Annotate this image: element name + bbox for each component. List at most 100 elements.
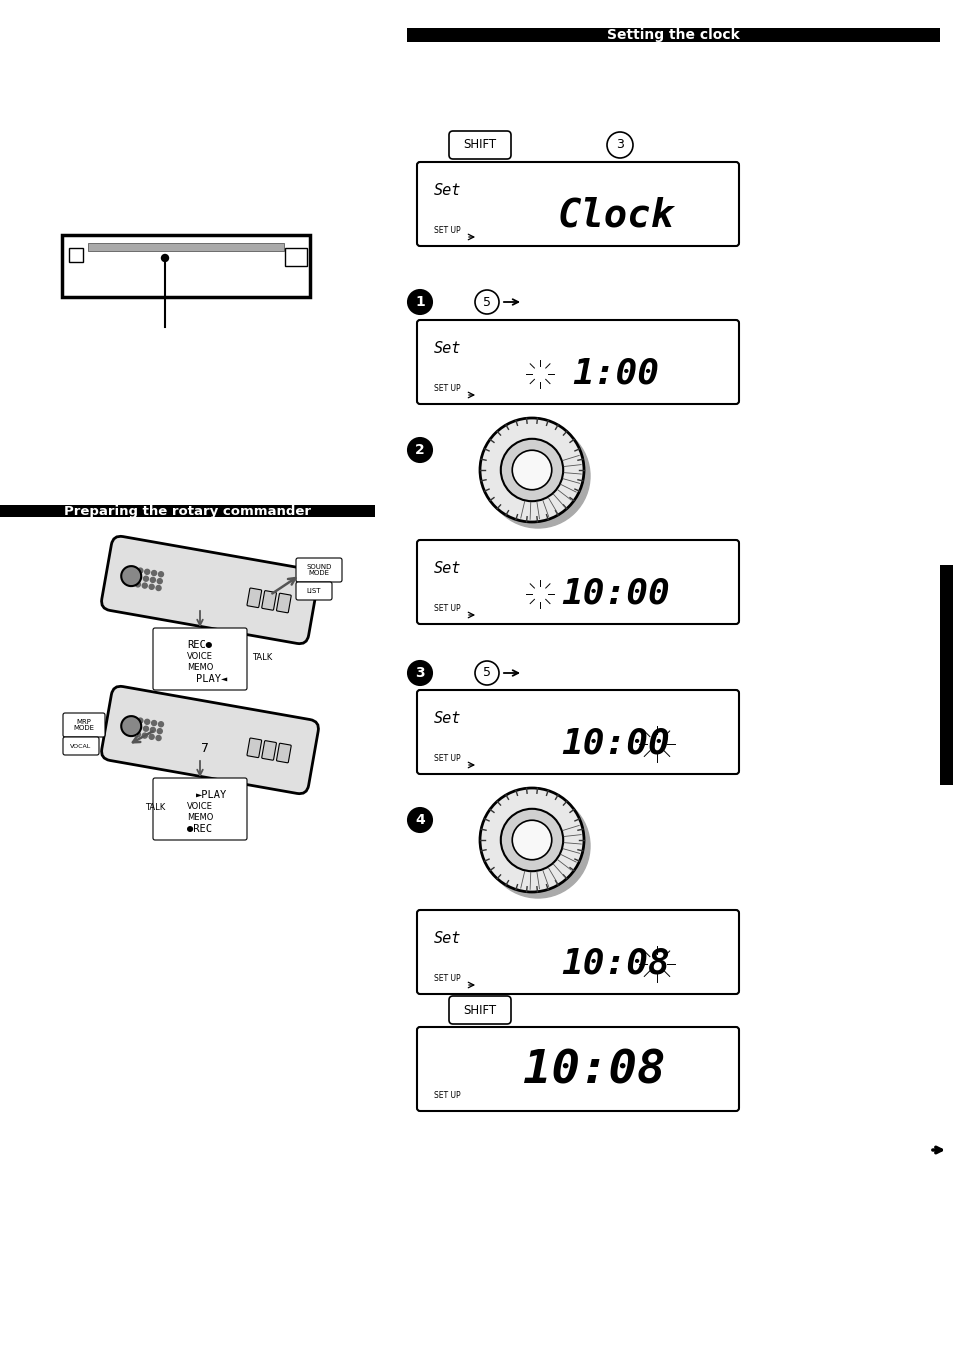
Text: Set: Set (434, 341, 461, 356)
Text: TALK: TALK (252, 653, 272, 662)
Bar (88, 243, 284, 251)
FancyBboxPatch shape (63, 737, 99, 754)
Circle shape (143, 576, 149, 581)
Text: 3: 3 (616, 138, 623, 151)
Circle shape (500, 439, 562, 502)
Text: SET UP: SET UP (434, 754, 460, 763)
FancyBboxPatch shape (416, 320, 739, 404)
Text: SHIFT: SHIFT (463, 1003, 497, 1017)
Circle shape (157, 579, 162, 584)
FancyBboxPatch shape (152, 777, 247, 840)
Text: 10:08: 10:08 (522, 1048, 664, 1092)
Circle shape (479, 418, 583, 522)
Text: Setting the clock: Setting the clock (606, 28, 740, 42)
Text: VOICE: VOICE (187, 652, 213, 661)
Circle shape (156, 735, 161, 741)
Circle shape (130, 723, 134, 729)
Text: ●REC: ●REC (188, 823, 213, 834)
Circle shape (512, 821, 551, 860)
Circle shape (137, 568, 143, 573)
FancyBboxPatch shape (101, 687, 318, 794)
Text: SET UP: SET UP (434, 384, 460, 393)
Circle shape (157, 729, 162, 734)
FancyBboxPatch shape (416, 539, 739, 625)
Circle shape (161, 254, 169, 261)
Circle shape (151, 727, 155, 733)
Circle shape (149, 584, 154, 589)
Text: Set: Set (434, 711, 461, 726)
FancyBboxPatch shape (63, 713, 105, 737)
Text: 3: 3 (415, 667, 424, 680)
FancyBboxPatch shape (295, 581, 332, 600)
Text: 1: 1 (415, 295, 424, 310)
Bar (939, 565, 953, 786)
Circle shape (408, 289, 432, 314)
Circle shape (500, 808, 562, 871)
FancyBboxPatch shape (449, 131, 511, 160)
Bar (407, 28, 939, 42)
Text: TALK: TALK (145, 803, 165, 813)
Text: 4: 4 (415, 813, 424, 827)
Text: 5: 5 (482, 667, 491, 680)
Circle shape (137, 718, 143, 723)
Circle shape (485, 794, 589, 898)
Circle shape (135, 581, 140, 587)
FancyBboxPatch shape (416, 162, 739, 246)
FancyBboxPatch shape (276, 594, 291, 612)
Text: 7: 7 (201, 741, 209, 754)
Circle shape (142, 733, 147, 738)
Text: SET UP: SET UP (434, 604, 460, 612)
Circle shape (512, 450, 551, 489)
Text: Preparing the rotary commander: Preparing the rotary commander (64, 504, 311, 518)
Text: REC●: REC● (188, 639, 213, 650)
Circle shape (475, 289, 498, 314)
Circle shape (129, 730, 133, 735)
FancyBboxPatch shape (276, 744, 291, 763)
FancyBboxPatch shape (152, 627, 247, 690)
Circle shape (156, 585, 161, 591)
Circle shape (151, 577, 155, 583)
Bar (62, 235, 310, 297)
Text: SOUND
MODE: SOUND MODE (306, 564, 332, 576)
Circle shape (158, 722, 163, 727)
FancyBboxPatch shape (295, 558, 341, 581)
FancyBboxPatch shape (261, 591, 276, 610)
Text: LIST: LIST (307, 588, 321, 594)
Circle shape (475, 661, 498, 685)
Circle shape (408, 808, 432, 831)
Circle shape (121, 566, 141, 587)
FancyBboxPatch shape (449, 996, 511, 1023)
Circle shape (130, 573, 134, 579)
Text: 10:08: 10:08 (561, 946, 670, 980)
Circle shape (135, 731, 140, 737)
Circle shape (606, 132, 633, 158)
Circle shape (145, 569, 150, 575)
Text: ►PLAY: ►PLAY (196, 790, 228, 800)
Circle shape (136, 575, 141, 580)
Text: SHIFT: SHIFT (463, 138, 497, 151)
Text: SET UP: SET UP (434, 1091, 460, 1101)
Circle shape (131, 717, 135, 722)
FancyBboxPatch shape (416, 910, 739, 994)
FancyBboxPatch shape (247, 738, 261, 757)
Text: PLAY◄: PLAY◄ (196, 675, 228, 684)
FancyBboxPatch shape (247, 588, 261, 607)
Circle shape (149, 734, 154, 740)
Text: SET UP: SET UP (434, 226, 460, 235)
Text: Set: Set (434, 183, 461, 197)
Text: 2: 2 (415, 443, 424, 457)
Circle shape (145, 719, 150, 725)
Circle shape (152, 571, 156, 576)
Text: Set: Set (434, 561, 461, 576)
Circle shape (158, 572, 163, 577)
FancyBboxPatch shape (261, 741, 276, 760)
Text: Set: Set (434, 932, 461, 946)
Text: VOICE: VOICE (187, 802, 213, 811)
Bar (285, 247, 307, 266)
Circle shape (479, 788, 583, 892)
Circle shape (129, 580, 133, 585)
Bar (69, 247, 83, 262)
Text: 10:00: 10:00 (561, 577, 670, 611)
Text: 1:00: 1:00 (572, 357, 659, 391)
Text: MEMO: MEMO (187, 662, 213, 672)
